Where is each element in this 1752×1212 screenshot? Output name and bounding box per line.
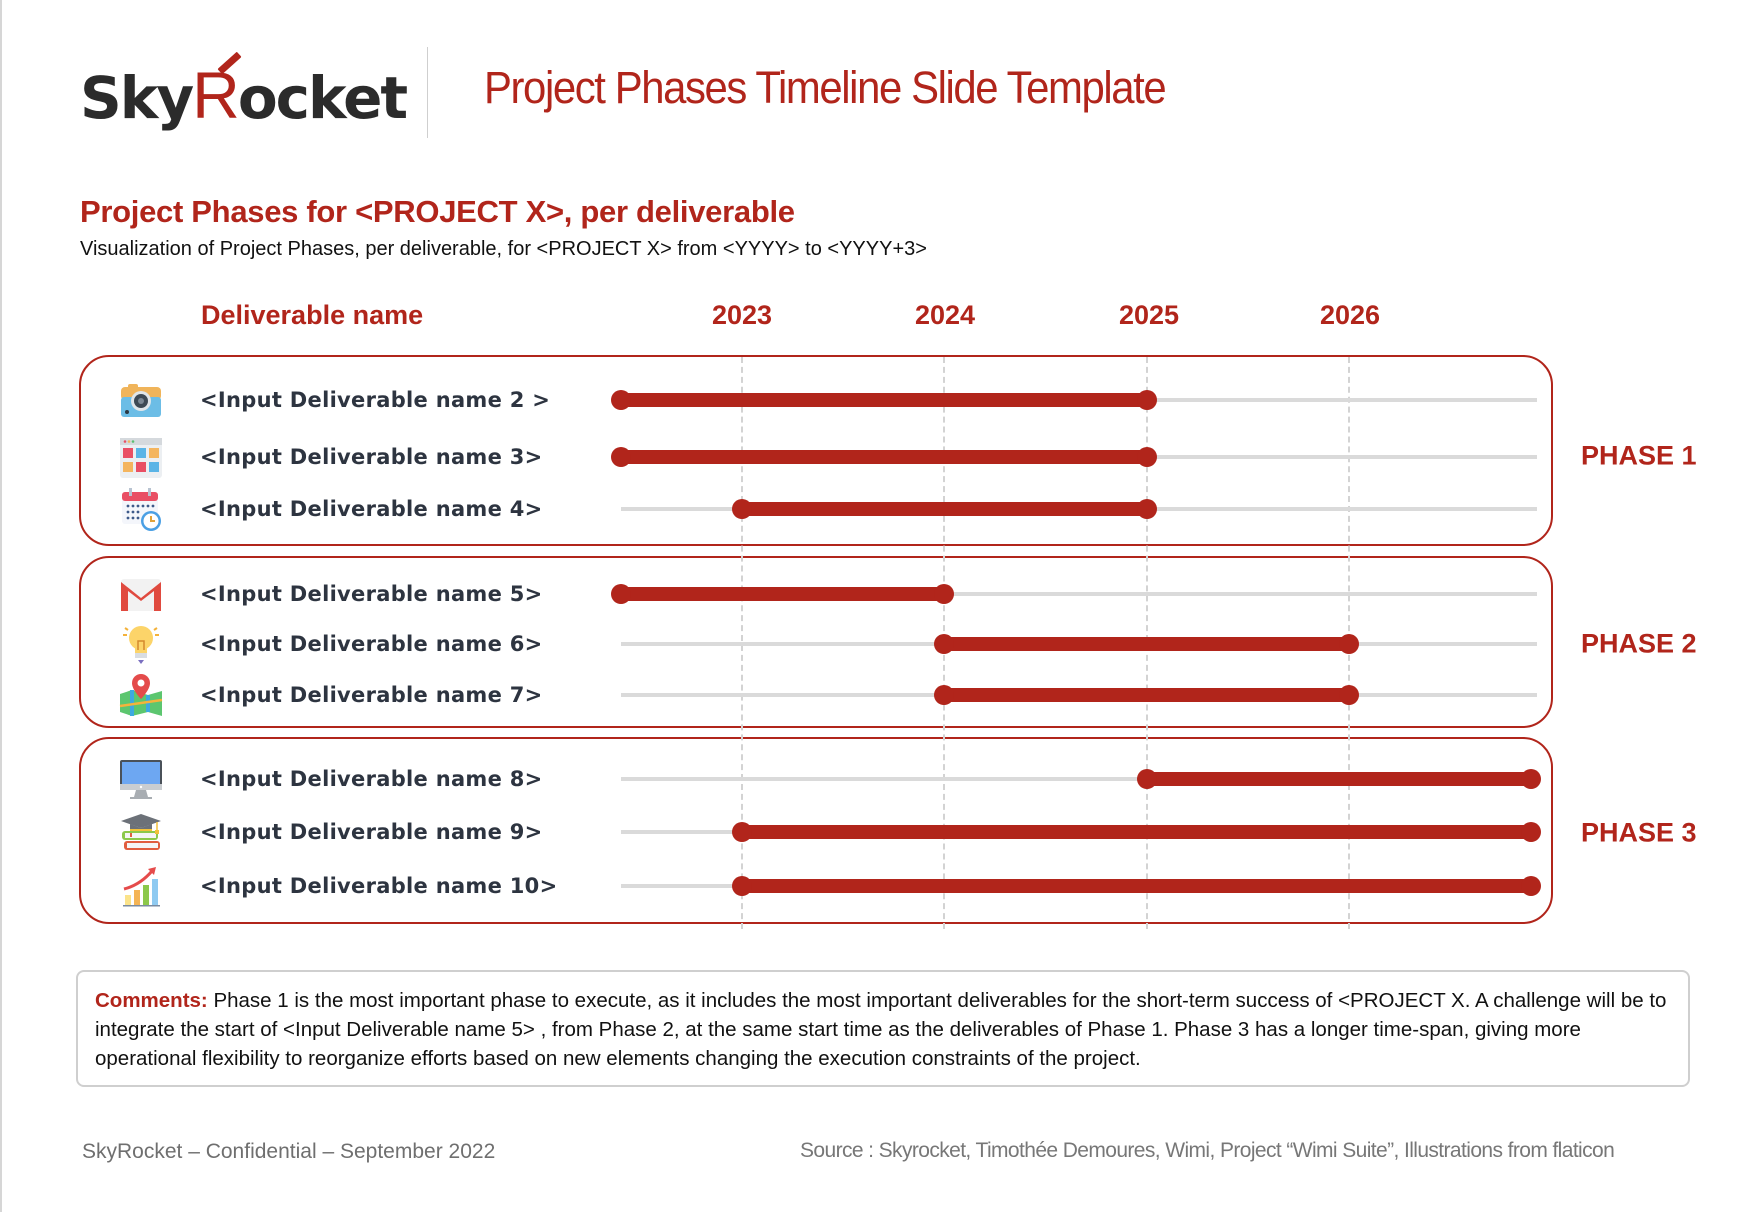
timeline-bar <box>944 637 1349 651</box>
monitor-icon <box>118 756 164 802</box>
bar-start-marker <box>934 685 955 705</box>
deliverable-label: <Input Deliverable name 4> <box>200 497 543 521</box>
footer-source: Source : Skyrocket, Timothée Demoures, W… <box>800 1139 1615 1162</box>
graduation-books-icon <box>118 809 164 855</box>
year-label-2026: 2026 <box>1319 300 1381 330</box>
bar-end-marker <box>1338 685 1359 705</box>
gmail-icon <box>118 571 164 617</box>
deliverable-label: <Input Deliverable name 6> <box>200 632 543 656</box>
phase-3-box <box>79 737 1553 924</box>
bar-start-marker <box>1136 769 1157 789</box>
bar-start-marker <box>610 390 631 410</box>
bar-start-marker <box>732 822 752 842</box>
bar-end-marker <box>1136 447 1157 467</box>
bar-end-marker <box>1136 499 1157 519</box>
phase-3-label: PHASE 3 <box>1581 817 1697 848</box>
bar-end-marker <box>1136 390 1157 410</box>
bar-start-marker <box>610 584 631 604</box>
deliverable-label: <Input Deliverable name 5> <box>200 582 543 606</box>
phase-1-box <box>79 355 1553 546</box>
deliverable-label: <Input Deliverable name 10> <box>200 874 558 898</box>
timeline-bar <box>1146 772 1531 786</box>
deliverable-label: <Input Deliverable name 2 > <box>200 388 551 412</box>
bar-end-marker <box>1520 822 1541 842</box>
lightbulb-icon <box>118 621 164 667</box>
app-grid-icon <box>118 434 164 480</box>
section-subheading: Visualization of Project Phases, per del… <box>80 238 927 260</box>
comments-box: Comments: Phase 1 is the most important … <box>76 970 1690 1087</box>
phase-1-label: PHASE 1 <box>1581 440 1697 471</box>
deliverable-label: <Input Deliverable name 3> <box>200 445 543 469</box>
column-header-deliverable: Deliverable name <box>201 300 424 330</box>
map-pin-icon <box>118 672 164 718</box>
deliverable-label: <Input Deliverable name 7> <box>200 683 543 707</box>
timeline-bar <box>620 393 1147 407</box>
header-divider <box>427 47 428 138</box>
bar-start-marker <box>732 499 752 519</box>
timeline-bar <box>742 502 1147 516</box>
timeline-track <box>621 777 1537 781</box>
deliverable-label: <Input Deliverable name 8> <box>200 767 543 791</box>
timeline-track <box>621 592 1537 596</box>
timeline-bar <box>620 587 945 601</box>
calendar-clock-icon <box>118 486 164 532</box>
timeline-bar <box>742 825 1531 839</box>
timeline-bar <box>620 450 1147 464</box>
bar-end-marker <box>934 584 955 604</box>
year-label-2023: 2023 <box>711 300 773 330</box>
timeline-bar <box>944 688 1349 702</box>
bar-start-marker <box>934 634 955 654</box>
growth-chart-icon <box>118 863 164 909</box>
bar-end-marker <box>1520 769 1541 789</box>
phase-2-label: PHASE 2 <box>1581 628 1697 659</box>
deliverable-label: <Input Deliverable name 9> <box>200 820 543 844</box>
comments-text: Phase 1 is the most important phase to e… <box>95 989 1667 1070</box>
slide-left-edge <box>0 0 2 1212</box>
year-label-2025: 2025 <box>1118 300 1180 330</box>
section-heading: Project Phases for <PROJECT X>, per deli… <box>80 194 795 229</box>
slide-title: Project Phases Timeline Slide Template <box>484 62 1167 113</box>
year-label-2024: 2024 <box>914 300 976 330</box>
bar-end-marker <box>1520 876 1541 896</box>
phase-2-box <box>79 556 1553 728</box>
camera-icon <box>118 377 164 423</box>
bar-start-marker <box>732 876 752 896</box>
bar-end-marker <box>1338 634 1359 654</box>
timeline-bar <box>742 879 1531 893</box>
footer-confidential: SkyRocket – Confidential – September 202… <box>82 1140 496 1163</box>
comments-label: Comments: <box>95 989 208 1012</box>
bar-start-marker <box>610 447 631 467</box>
skyrocket-logo: SkyRocket <box>80 40 408 140</box>
